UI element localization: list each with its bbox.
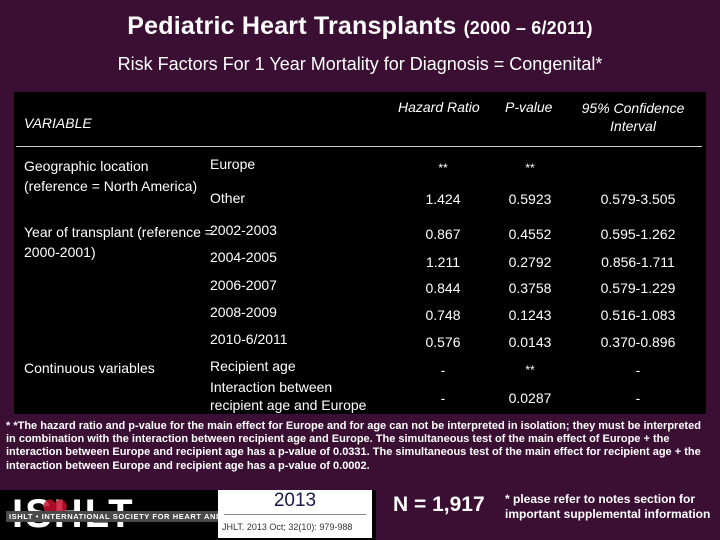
slide-subtitle: Risk Factors For 1 Year Mortality for Di… (117, 54, 603, 74)
row-level-line1: Interaction between (210, 379, 333, 395)
header-hazard-ratio: Hazard Ratio (398, 99, 480, 115)
row-level-line2: recipient age and Europe (210, 397, 367, 413)
group-continuous-variables: Continuous variables (24, 360, 155, 376)
row-confidence-interval: 0.595-1.262 (600, 226, 676, 242)
row-hazard-ratio: 0.844 (425, 280, 461, 296)
row-p-value: ** (525, 161, 535, 175)
row-level: Other (210, 190, 246, 206)
journal-box: 2013 JHLT. 2013 Oct; 32(10): 979-988 (218, 490, 372, 538)
header-p-value: P-value (505, 99, 553, 115)
row-p-value: 0.0287 (508, 390, 552, 406)
row-level: 2006-2007 (210, 277, 277, 293)
title-main: Pediatric Heart Transplants (127, 12, 457, 40)
row-hazard-ratio: 1.211 (426, 254, 460, 270)
year-divider (224, 514, 366, 515)
row-level: Recipient age (210, 358, 296, 374)
row-level: Europe (210, 156, 256, 172)
row-hazard-ratio: 0.576 (425, 334, 461, 350)
row-hazard-ratio: 0.867 (425, 226, 461, 242)
row-hazard-ratio: - (440, 390, 446, 406)
row-level: 2010-6/2011 (210, 331, 288, 347)
row-confidence-interval: 0.516-1.083 (600, 307, 676, 323)
row-hazard-ratio: - (440, 362, 446, 378)
notes-reference: * please refer to notes section for impo… (505, 492, 711, 521)
row-confidence-interval: 0.370-0.896 (600, 334, 676, 350)
journal-citation: JHLT. 2013 Oct; 32(10): 979-988 (222, 522, 353, 532)
report-year: 2013 (273, 490, 317, 511)
row-hazard-ratio: 0.748 (425, 307, 461, 323)
group-geographic-location: Geographic location (reference = North A… (24, 158, 198, 194)
slide-title: Pediatric Heart Transplants (2000 – 6/20… (0, 12, 720, 41)
header-ci-line1: 95% Confidence (581, 100, 685, 116)
row-hazard-ratio: 1.424 (425, 191, 461, 207)
ishlt-banner: ISHLT ISHLT • INTERNATIONAL SOCIETY FOR … (0, 490, 376, 540)
header-ci-line2: Interval (610, 118, 656, 134)
header-divider (16, 146, 702, 147)
row-level: 2008-2009 (210, 304, 277, 320)
row-p-value: 0.3758 (508, 280, 552, 296)
group-year-of-transplant: Year of transplant (reference = 2000-200… (24, 224, 213, 260)
row-confidence-interval: 0.856-1.711 (601, 254, 675, 270)
sample-size: N = 1,917 (393, 493, 485, 516)
header-variable: VARIABLE (24, 115, 92, 131)
risk-factor-table: VARIABLE Hazard Ratio P-value 95% Confid… (14, 92, 706, 414)
row-p-value: 0.4552 (508, 226, 552, 242)
row-level-interaction: Interaction between recipient age and Eu… (210, 378, 366, 414)
row-p-value: 0.5923 (508, 191, 552, 207)
row-confidence-interval: - (635, 390, 641, 406)
row-confidence-interval: 0.579-3.505 (600, 191, 676, 207)
row-p-value: ** (525, 363, 535, 377)
header-confidence-interval: 95% Confidence Interval (562, 99, 704, 135)
society-name: ISHLT • INTERNATIONAL SOCIETY FOR HEART … (6, 511, 337, 522)
row-level: 2004-2005 (210, 249, 277, 265)
title-years: (2000 – 6/2011) (463, 18, 593, 38)
row-level: 2002-2003 (210, 222, 277, 238)
row-p-value: 0.2792 (508, 254, 552, 270)
row-confidence-interval: - (635, 362, 641, 378)
row-p-value: 0.0143 (508, 334, 552, 350)
row-hazard-ratio: ** (438, 161, 448, 175)
footnote: * *The hazard ratio and p-value for the … (6, 420, 701, 472)
row-p-value: 0.1243 (508, 307, 552, 323)
row-confidence-interval: 0.579-1.229 (600, 280, 676, 296)
